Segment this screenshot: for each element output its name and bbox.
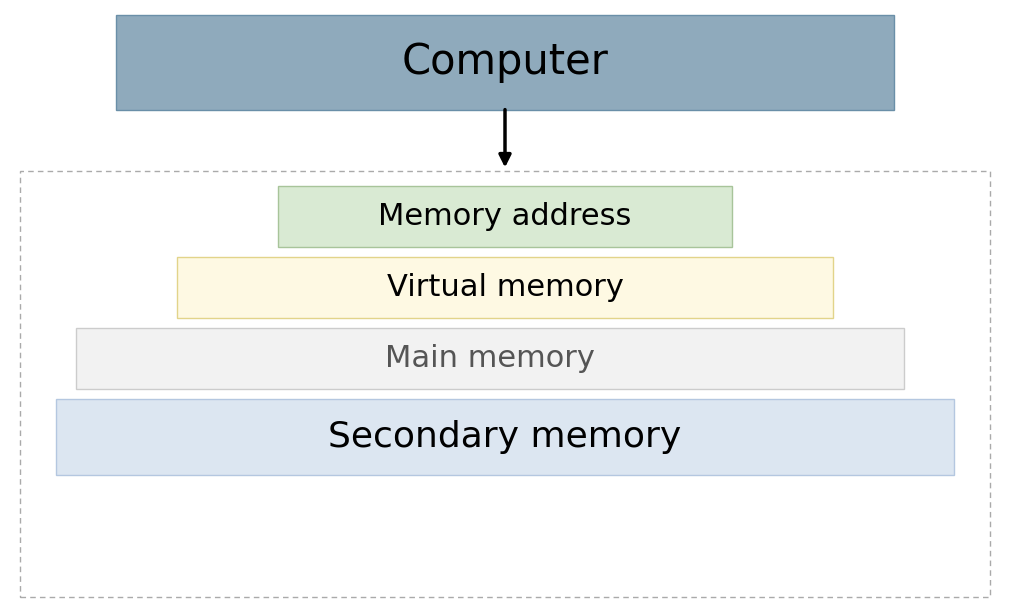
- Text: Secondary memory: Secondary memory: [328, 420, 682, 454]
- Text: Computer: Computer: [402, 41, 608, 83]
- Text: Virtual memory: Virtual memory: [387, 273, 623, 302]
- Bar: [20, 171, 990, 597]
- Bar: [116, 15, 894, 110]
- Text: Main memory: Main memory: [385, 343, 595, 373]
- Text: Memory address: Memory address: [379, 202, 631, 231]
- Bar: [177, 257, 833, 318]
- Bar: [76, 328, 904, 389]
- Bar: [278, 186, 732, 247]
- Bar: [56, 399, 954, 475]
